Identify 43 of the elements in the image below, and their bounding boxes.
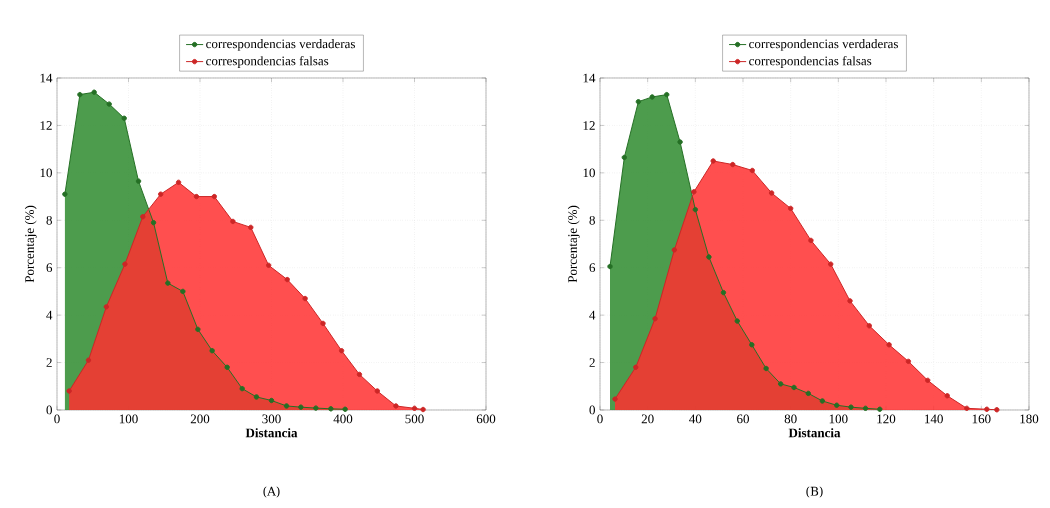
y-tick-label: 8 [46,215,52,225]
legend-label: correspondencias verdaderas [749,39,898,51]
x-tick-label: 0 [597,414,603,424]
x-tick-label: 120 [877,414,896,424]
text: (A) [263,486,280,498]
x-tick-label: 140 [925,414,943,424]
y-tick-label: 8 [589,215,595,225]
y-tick-label: 4 [46,310,53,320]
y-tick-label: 6 [589,263,596,273]
y-tick-label: 2 [46,358,52,367]
y-tick-label: 0 [589,405,595,415]
x-axis-title: Distancia [245,428,298,438]
x-tick-label: 100 [829,414,848,424]
y-tick-label: 2 [589,358,595,367]
x-tick-label: 180 [1020,414,1039,424]
text: (B) [806,486,823,498]
y-tick-label: 4 [589,310,596,320]
x-tick-label: 0 [54,414,60,424]
x-tick-label: 20 [641,414,654,424]
legend-label: correspondencias falsas [206,56,329,68]
x-tick-label: 100 [119,414,138,424]
x-tick-label: 80 [784,414,797,424]
y-tick-label: 12 [40,121,52,130]
y-tick-label: 10 [40,168,52,178]
y-tick-label: 6 [46,263,53,273]
x-tick-label: 600 [476,414,496,424]
y-tick-label: 0 [46,405,52,415]
x-tick-label: 300 [262,414,281,424]
y-tick-label: 14 [583,73,596,83]
y-axis-title: Porcentaje (%) [567,205,580,283]
x-tick-label: 40 [689,414,702,424]
x-tick-label: 160 [972,414,991,424]
x-tick-label: 200 [190,414,210,424]
y-axis-title: Porcentaje (%) [24,205,37,283]
legend-label: correspondencias verdaderas [206,39,355,51]
legend-label: correspondencias falsas [749,56,872,68]
x-tick-label: 500 [405,414,424,424]
y-tick-label: 12 [583,121,595,130]
y-tick-label: 10 [583,168,595,178]
x-axis-title: Distancia [788,428,841,438]
x-tick-label: 60 [737,414,750,424]
x-tick-label: 400 [333,414,353,424]
y-tick-label: 14 [40,73,53,83]
